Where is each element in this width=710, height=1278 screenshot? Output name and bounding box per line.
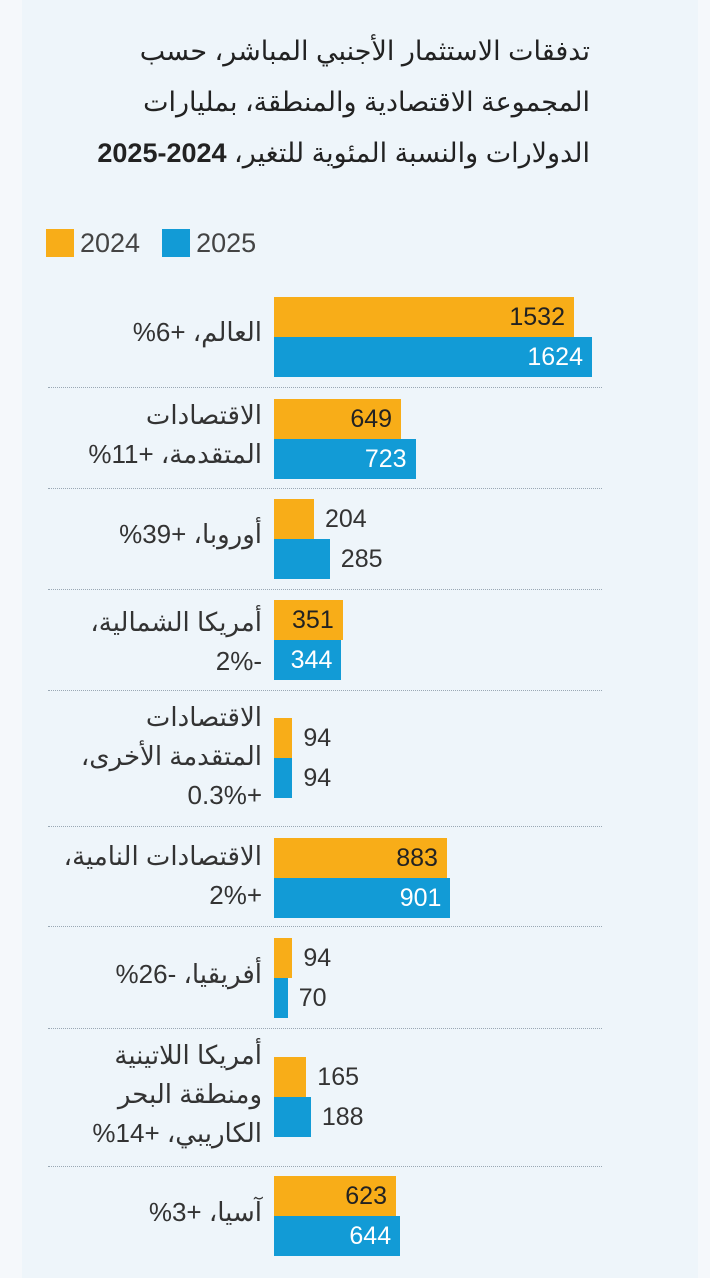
category-label: الاقتصادات المتقدمة الأخرى، +0.3% bbox=[0, 698, 262, 815]
title-years: 2024-2025 bbox=[97, 138, 227, 168]
legend-swatch-2025 bbox=[162, 229, 191, 257]
bar-value-label: 901 bbox=[399, 884, 442, 912]
bar-value-label: 94 bbox=[303, 724, 332, 752]
bar-value-label: 623 bbox=[345, 1182, 387, 1210]
bar-value-label: 70 bbox=[298, 984, 327, 1012]
category-label-line: المتقدمة، +11% bbox=[88, 439, 262, 469]
bar-value-label: 723 bbox=[364, 445, 407, 473]
category-label-line: +2% bbox=[209, 880, 262, 910]
category-label-line: أمريكا اللاتينية bbox=[114, 1040, 262, 1070]
title-line-1: تدفقات الاستثمار الأجنبي المباشر، حسب bbox=[139, 36, 590, 66]
category-label-line: آسيا، +3% bbox=[148, 1197, 262, 1227]
bar-2025 bbox=[274, 758, 293, 798]
chart-title: تدفقات الاستثمار الأجنبي المباشر، حسب ال… bbox=[30, 26, 590, 179]
row-divider bbox=[48, 826, 602, 827]
bar-2025 bbox=[274, 337, 592, 377]
category-label-line: الاقتصادات bbox=[145, 702, 262, 732]
bar-2025 bbox=[274, 1216, 401, 1256]
category-label-line: ومنطقة البحر bbox=[117, 1079, 262, 1109]
chart-card bbox=[22, 0, 698, 1278]
bar-2025 bbox=[274, 978, 288, 1018]
category-label-line: -2% bbox=[215, 646, 262, 676]
category-label-line: أوروبا، +39% bbox=[119, 519, 262, 549]
bar-2025 bbox=[274, 1097, 311, 1137]
row-divider bbox=[48, 589, 602, 590]
category-label: أفريقيا، -26% bbox=[0, 955, 262, 994]
category-label-line: الاقتصادات النامية، bbox=[63, 841, 262, 871]
row-divider bbox=[48, 1028, 602, 1029]
bar-2025 bbox=[274, 640, 342, 680]
bar-value-label: 351 bbox=[292, 606, 334, 634]
bar-2024 bbox=[274, 938, 293, 978]
bar-2024 bbox=[274, 399, 402, 439]
bar-value-label: 285 bbox=[340, 545, 383, 573]
bar-2025 bbox=[274, 539, 330, 579]
category-label-line: الكاريبي، +14% bbox=[92, 1118, 262, 1148]
row-divider bbox=[48, 387, 602, 388]
category-label: الاقتصادات النامية، +2% bbox=[0, 837, 262, 915]
bar-value-label: 165 bbox=[317, 1063, 360, 1091]
legend-label-2025: 2025 bbox=[196, 227, 257, 258]
bar-2025 bbox=[274, 878, 451, 918]
category-label: العالم، +6% bbox=[0, 313, 262, 352]
category-label: الاقتصادات المتقدمة، +11% bbox=[0, 396, 262, 474]
category-label: أمريكا اللاتينية ومنطقة البحر الكاريبي، +1… bbox=[0, 1036, 262, 1153]
bar-value-label: 94 bbox=[303, 944, 332, 972]
category-label-line: أمريكا الشمالية، bbox=[90, 607, 262, 637]
category-label-line: أفريقيا، -26% bbox=[115, 959, 262, 989]
legend-item-2024: 2024 bbox=[46, 228, 140, 259]
bar-value-label: 204 bbox=[324, 505, 367, 533]
title-line-3: الدولارات والنسبة المئوية للتغير، bbox=[226, 138, 590, 168]
bar-value-label: 344 bbox=[290, 646, 333, 674]
category-label-line: +0.3% bbox=[187, 780, 262, 810]
bar-value-label: 649 bbox=[350, 405, 393, 433]
category-label-line: المتقدمة الأخرى، bbox=[80, 741, 262, 771]
row-divider bbox=[48, 690, 602, 691]
bar-value-label: 188 bbox=[321, 1103, 364, 1131]
bar-value-label: 1624 bbox=[527, 343, 583, 371]
legend-swatch-2024 bbox=[46, 229, 74, 257]
row-divider bbox=[48, 488, 602, 489]
bar-2024 bbox=[274, 838, 447, 878]
bar-value-label: 883 bbox=[396, 844, 438, 872]
bar-2024 bbox=[274, 297, 574, 337]
bar-2024 bbox=[274, 1057, 307, 1097]
bar-2024 bbox=[274, 499, 314, 539]
title-line-2: المجموعة الاقتصادية والمنطقة، بمليارات bbox=[143, 87, 590, 117]
category-label: آسيا، +3% bbox=[0, 1193, 262, 1232]
row-divider bbox=[48, 1166, 602, 1167]
legend-item-2025: 2025 bbox=[162, 228, 256, 259]
bar-value-label: 1532 bbox=[509, 303, 565, 331]
bar-2024 bbox=[274, 718, 293, 758]
bar-value-label: 644 bbox=[349, 1222, 392, 1250]
category-label: أوروبا، +39% bbox=[0, 515, 262, 554]
legend-label-2024: 2024 bbox=[80, 227, 141, 258]
bar-2025 bbox=[274, 439, 416, 479]
row-divider bbox=[48, 926, 602, 927]
category-label: أمريكا الشمالية، -2% bbox=[0, 603, 262, 681]
category-label-line: العالم، +6% bbox=[132, 317, 262, 347]
bar-2024 bbox=[274, 600, 343, 640]
bar-2024 bbox=[274, 1176, 396, 1216]
category-label-line: الاقتصادات bbox=[145, 400, 262, 430]
legend: 2024 2025 bbox=[46, 226, 278, 260]
bar-value-label: 94 bbox=[303, 764, 332, 792]
